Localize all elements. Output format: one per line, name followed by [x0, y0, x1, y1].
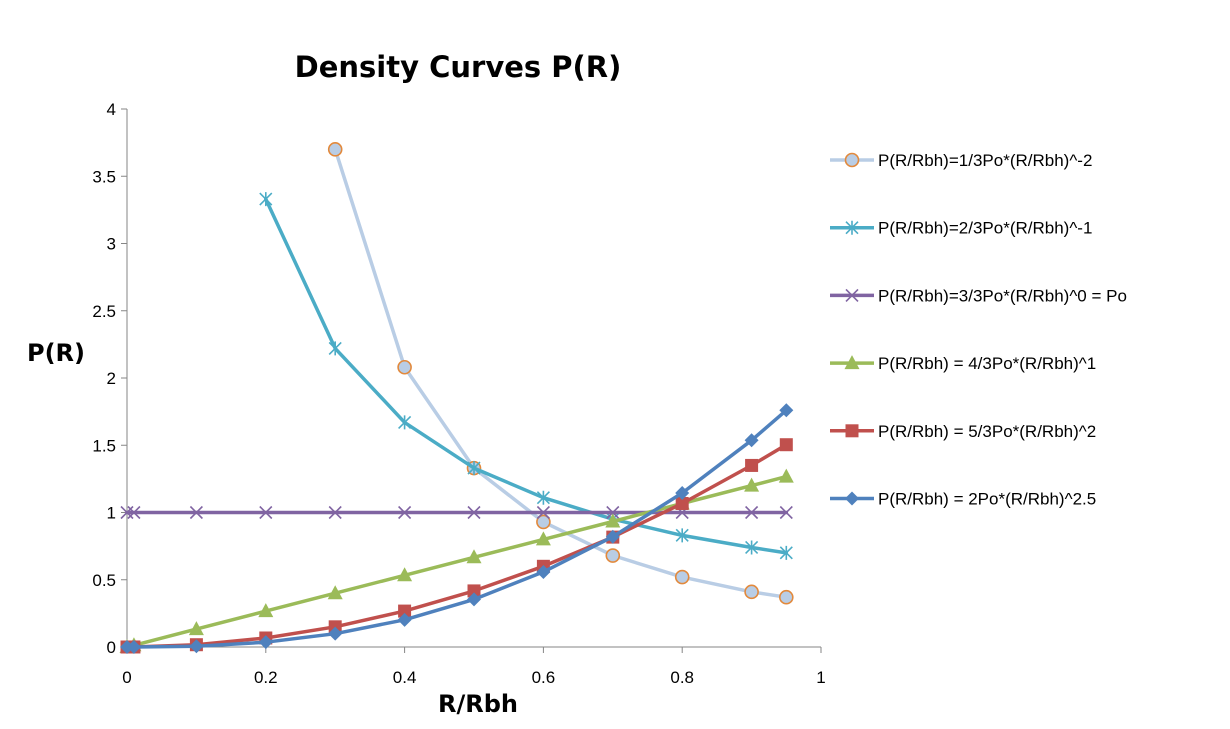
y-axis-label: P(R): [27, 339, 85, 367]
data-point: [258, 635, 273, 650]
legend-label: P(R/Rbh)=1/3Po*(R/Rbh)^-2: [878, 151, 1092, 170]
series-line: [125, 442, 789, 649]
y-tick-label: 0.5: [92, 571, 116, 590]
legend-entry: P(R/Rbh)=3/3Po*(R/Rbh)^0 = Po: [830, 286, 1127, 305]
data-point: [605, 529, 620, 544]
legend-swatch-marker: [844, 355, 860, 370]
legend-swatch-marker: [845, 220, 859, 235]
data-point: [398, 505, 412, 520]
data-point: [258, 603, 274, 618]
legend: P(R/Rbh)=1/3Po*(R/Rbh)^-2 P(R/Rbh)=2/3Po*…: [830, 151, 1127, 509]
y-tick-label: 2.5: [92, 302, 116, 321]
chart-title: Density Curves P(R): [295, 50, 622, 84]
data-point: [398, 604, 412, 618]
legend-label: P(R/Rbh)=2/3Po*(R/Rbh)^-1: [878, 219, 1092, 238]
legend-entry: P(R/Rbh) = 5/3Po*(R/Rbh)^2: [830, 422, 1096, 441]
series-3: [120, 505, 793, 520]
data-point: [779, 438, 793, 452]
data-point: [467, 584, 481, 598]
data-point: [189, 639, 204, 654]
data-point: [536, 514, 551, 530]
y-tick-label: 4: [107, 100, 116, 119]
data-point: [397, 567, 413, 582]
legend-entry: P(R/Rbh) = 2Po*(R/Rbh)^2.5: [830, 490, 1096, 509]
data-point: [467, 505, 481, 520]
data-point: [467, 461, 481, 476]
data-point: [675, 485, 690, 500]
legend-label: P(R/Rbh) = 4/3Po*(R/Rbh)^1: [878, 354, 1096, 373]
data-point: [466, 549, 482, 564]
data-point: [779, 505, 793, 520]
data-point: [605, 548, 621, 563]
data-point: [259, 505, 273, 520]
y-tick-label: 0: [107, 638, 116, 657]
data-point: [745, 458, 759, 472]
series-line: [333, 147, 789, 599]
legend-swatch-marker: [844, 152, 860, 168]
series-line: [125, 408, 789, 649]
x-axis-label: R/Rbh: [438, 690, 518, 718]
y-tick-label: 1.5: [92, 436, 116, 455]
data-point: [744, 433, 759, 448]
data-point: [536, 490, 550, 505]
data-point: [189, 505, 203, 520]
x-tick-label: 0.4: [393, 668, 417, 687]
data-point: [778, 589, 794, 605]
data-point: [188, 621, 204, 636]
data-point: [126, 640, 141, 654]
data-point: [744, 584, 759, 600]
legend-entry: P(R/Rbh)=2/3Po*(R/Rbh)^-1: [830, 219, 1092, 238]
data-point: [327, 585, 343, 600]
plot-area: [119, 142, 794, 654]
series-line: [125, 474, 789, 649]
x-tick-label: 0.8: [670, 668, 694, 687]
data-point: [259, 192, 273, 207]
legend-entry: P(R/Rbh) = 4/3Po*(R/Rbh)^1: [830, 354, 1096, 373]
data-point: [536, 564, 551, 579]
legend-label: P(R/Rbh)=3/3Po*(R/Rbh)^0 = Po: [878, 286, 1127, 305]
data-point: [745, 505, 759, 520]
axis-ticks: 0 0.5 1 1.5 2 2.5 3 3.5 4 0 0.2 0.4 0.6 0.8 1: [92, 100, 825, 687]
data-point: [328, 626, 343, 641]
data-point: [398, 415, 412, 430]
data-point: [397, 612, 412, 627]
data-point: [536, 505, 550, 520]
data-point: [127, 505, 141, 520]
data-point: [535, 531, 551, 546]
data-point: [606, 505, 620, 520]
series-2: [259, 192, 793, 560]
x-tick-label: 0.2: [254, 668, 278, 687]
data-point: [778, 468, 794, 483]
data-point: [397, 359, 412, 375]
y-tick-label: 3: [107, 235, 116, 254]
x-tick-label: 1: [816, 668, 825, 687]
legend-swatch-marker: [845, 424, 859, 438]
legend-label: P(R/Rbh) = 5/3Po*(R/Rbh)^2: [878, 422, 1096, 441]
data-point: [675, 528, 689, 543]
data-point: [467, 592, 481, 607]
x-tick-label: 0: [122, 668, 131, 687]
data-point: [779, 545, 793, 560]
data-point: [744, 477, 760, 492]
data-point: [745, 540, 759, 555]
legend-swatch-marker: [845, 288, 859, 302]
data-point: [327, 142, 343, 157]
legend-swatch-marker: [845, 491, 859, 506]
y-tick-label: 3.5: [92, 167, 116, 186]
y-tick-label: 1: [107, 504, 116, 523]
data-point: [328, 505, 342, 520]
data-point: [675, 496, 689, 510]
data-point: [328, 341, 342, 356]
y-tick-label: 2: [107, 369, 116, 388]
series-6: [120, 403, 794, 654]
data-point: [674, 569, 690, 585]
x-tick-label: 0.6: [532, 668, 556, 687]
data-point: [605, 513, 621, 528]
data-point: [779, 403, 794, 418]
series-line: [264, 197, 789, 555]
legend-entry: P(R/Rbh)=1/3Po*(R/Rbh)^-2: [830, 151, 1092, 170]
legend-label: P(R/Rbh) = 2Po*(R/Rbh)^2.5: [878, 490, 1096, 509]
